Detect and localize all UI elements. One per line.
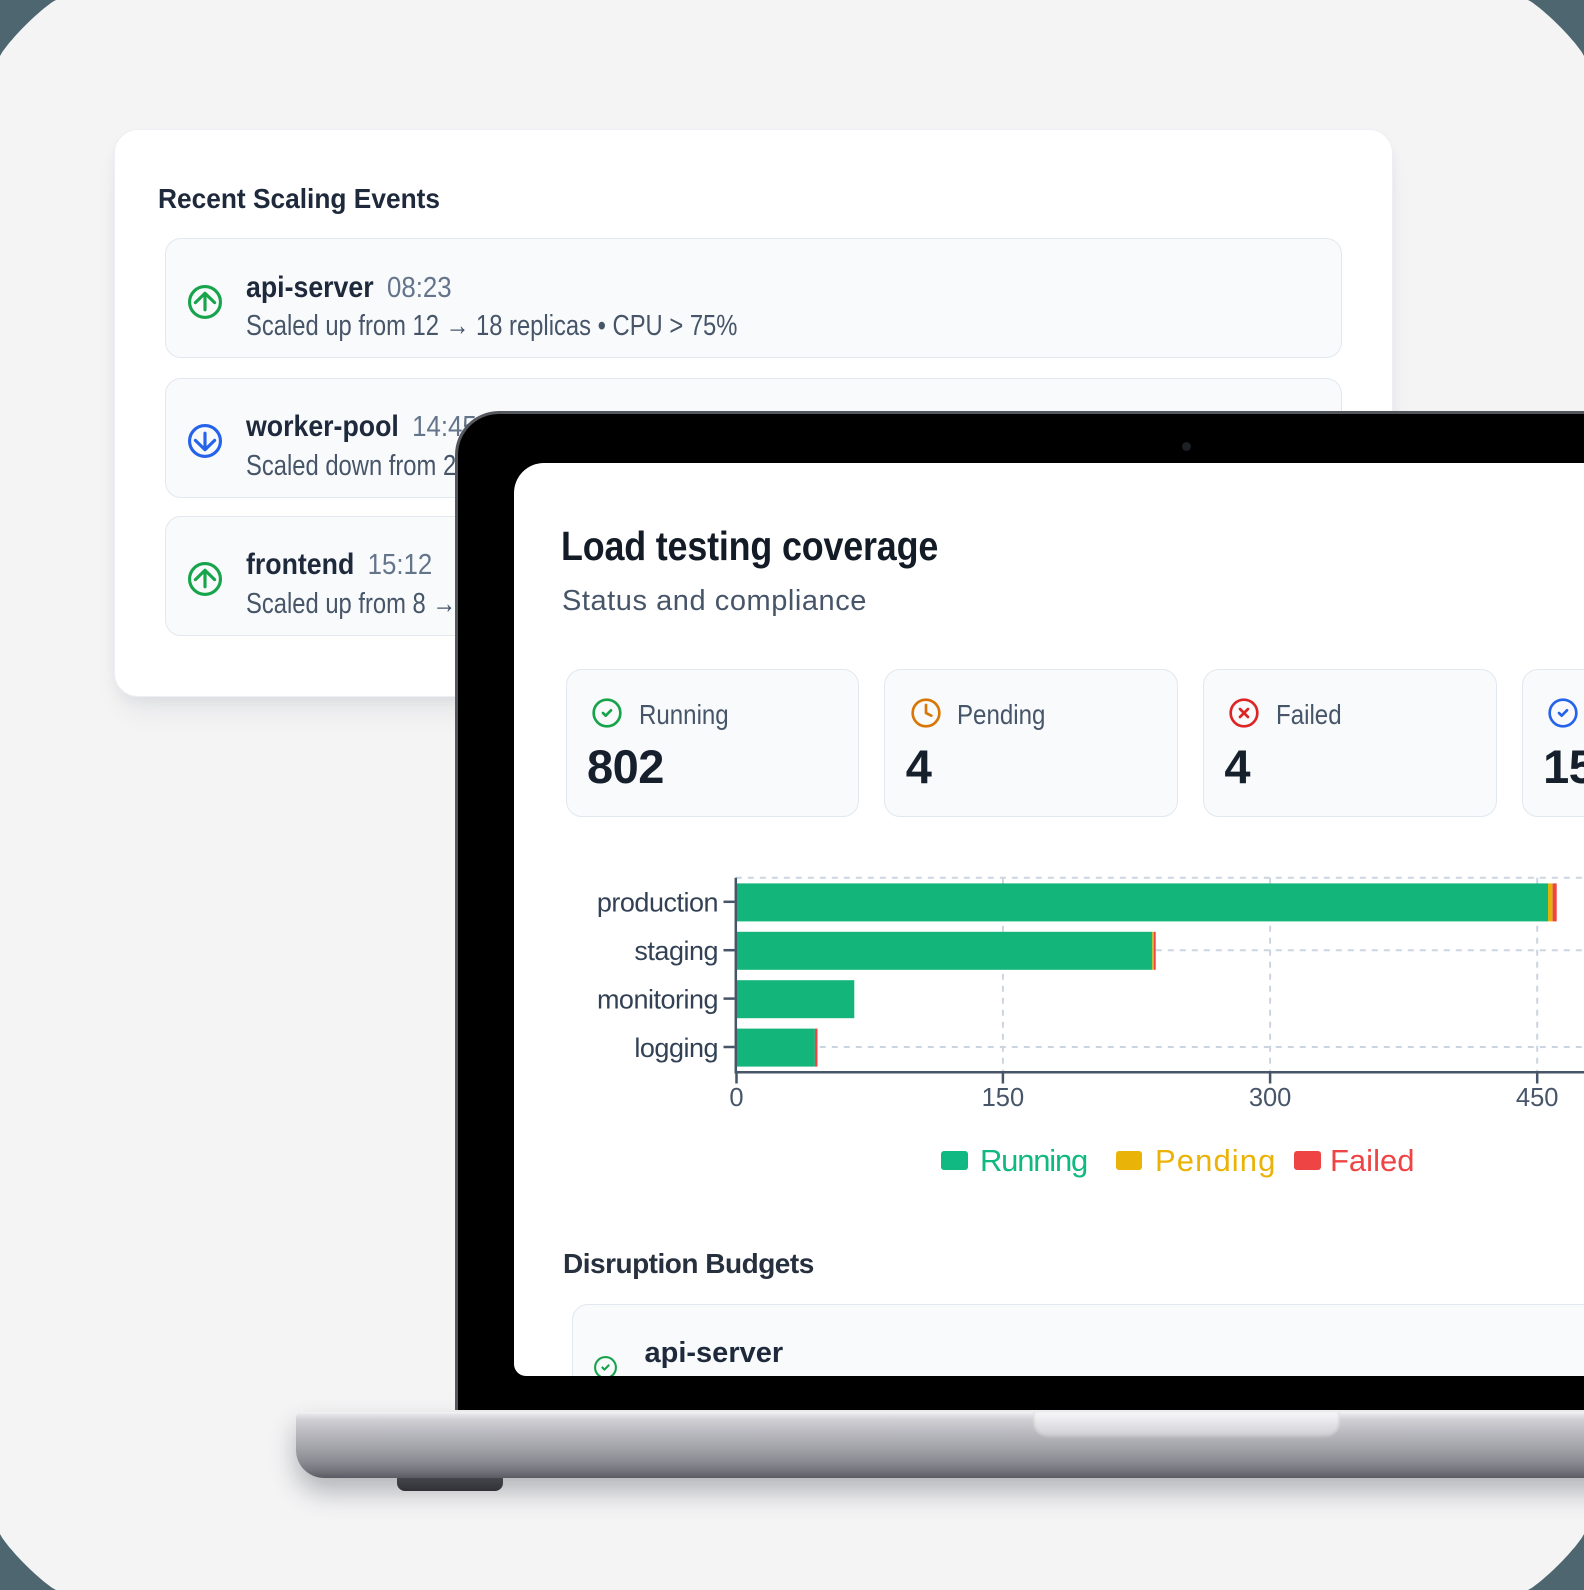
svg-text:300: 300 xyxy=(1249,1084,1292,1112)
svg-text:staging: staging xyxy=(634,936,718,966)
svg-text:production: production xyxy=(597,888,718,918)
svg-text:logging: logging xyxy=(634,1033,718,1063)
svg-text:monitoring: monitoring xyxy=(597,984,718,1014)
svg-text:0: 0 xyxy=(729,1084,743,1112)
svg-text:450: 450 xyxy=(1516,1084,1559,1112)
svg-text:150: 150 xyxy=(982,1084,1025,1112)
